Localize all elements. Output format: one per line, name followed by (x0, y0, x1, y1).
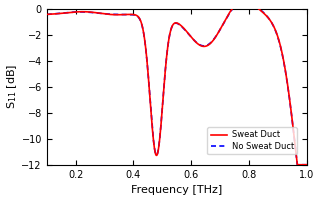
Sweat Duct (295, 164, 299, 166)
No Sweat Duct (271, 25, 275, 27)
Sweat Duct (90, 11, 94, 13)
Sweat Duct (271, 25, 275, 27)
No Sweat Duct (145, 54, 148, 56)
No Sweat Duct (156, 152, 160, 154)
Legend: Sweat Duct, No Sweat Duct: Sweat Duct, No Sweat Duct (207, 127, 297, 154)
No Sweat Duct (75, 11, 78, 13)
X-axis label: Frequency [THz]: Frequency [THz] (131, 185, 222, 195)
Y-axis label: S$_{11}$ [dB]: S$_{11}$ [dB] (5, 64, 19, 109)
Sweat Duct (232, 5, 236, 7)
No Sweat Duct (295, 164, 299, 166)
Sweat Duct (300, 164, 303, 166)
Sweat Duct (305, 164, 308, 166)
Sweat Duct (45, 13, 49, 16)
No Sweat Duct (90, 11, 94, 14)
No Sweat Duct (233, 5, 237, 7)
Line: No Sweat Duct: No Sweat Duct (47, 6, 307, 165)
Sweat Duct (75, 11, 78, 13)
No Sweat Duct (305, 164, 308, 166)
Line: Sweat Duct: Sweat Duct (47, 6, 307, 165)
No Sweat Duct (45, 13, 49, 16)
Sweat Duct (145, 54, 148, 56)
No Sweat Duct (300, 164, 303, 166)
Sweat Duct (156, 152, 160, 154)
